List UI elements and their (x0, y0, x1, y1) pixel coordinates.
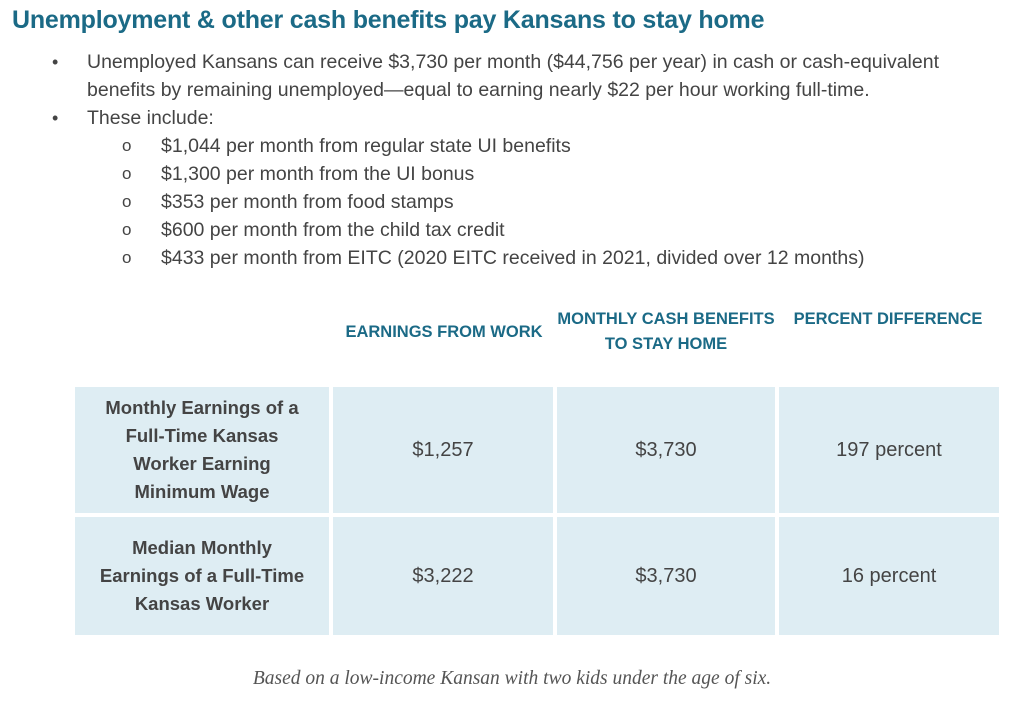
column-header-benefits: MONTHLY CASH BENEFITS TO STAY HOME (557, 310, 775, 353)
bullet-text: These include: (87, 107, 214, 129)
benefits-cell: $3,730 (557, 517, 775, 635)
sub-bullet-item: o $1,300 per month from the UI bonus (0, 160, 1024, 188)
row-label: Median Monthly Earnings of a Full-Time K… (99, 537, 305, 614)
column-header-difference: PERCENT DIFFERENCE (793, 310, 983, 328)
row-label-cell: Median Monthly Earnings of a Full-Time K… (75, 517, 329, 635)
difference-cell: 197 percent (779, 387, 999, 513)
bullet-item: • These include: (0, 104, 1024, 132)
sub-bullet-item: o $353 per month from food stamps (0, 188, 1024, 216)
earnings-cell: $1,257 (333, 387, 553, 513)
row-label: Monthly Earnings of a Full-Time Kansas W… (105, 397, 299, 502)
sub-bullet-text: $600 per month from the child tax credit (161, 219, 505, 241)
comparison-table: EARNINGS FROM WORK MONTHLY CASH BENEFITS… (75, 305, 999, 635)
benefits-cell: $3,730 (557, 387, 775, 513)
sub-bullet-item: o $600 per month from the child tax cred… (0, 216, 1024, 244)
page-title: Unemployment & other cash benefits pay K… (12, 6, 765, 34)
table-row: Monthly Earnings of a Full-Time Kansas W… (75, 387, 999, 513)
sub-bullet-text: $433 per month from EITC (2020 EITC rece… (161, 247, 865, 269)
sub-bullet-marker: o (122, 136, 132, 155)
sub-bullet-item: o $433 per month from EITC (2020 EITC re… (0, 244, 1024, 272)
footnote: Based on a low-income Kansan with two ki… (252, 668, 772, 689)
sub-bullet-marker: o (122, 248, 132, 267)
bullet-marker: • (52, 52, 59, 72)
bullet-text: Unemployed Kansans can receive $3,730 pe… (87, 51, 940, 101)
sub-bullet-marker: o (122, 192, 132, 211)
sub-bullet-marker: o (122, 164, 132, 183)
bullet-item: • Unemployed Kansans can receive $3,730 … (0, 48, 1024, 104)
table-row: Median Monthly Earnings of a Full-Time K… (75, 517, 999, 635)
sub-bullet-text: $353 per month from food stamps (161, 191, 454, 213)
sub-bullet-list: o $1,044 per month from regular state UI… (0, 132, 1024, 272)
sub-bullet-text: $1,300 per month from the UI bonus (161, 163, 475, 185)
row-label-cell: Monthly Earnings of a Full-Time Kansas W… (75, 387, 329, 513)
sub-bullet-item: o $1,044 per month from regular state UI… (0, 132, 1024, 160)
sub-bullet-marker: o (122, 220, 132, 239)
table-header: EARNINGS FROM WORK MONTHLY CASH BENEFITS… (75, 305, 999, 385)
sub-bullet-text: $1,044 per month from regular state UI b… (161, 135, 571, 157)
bullet-list: • Unemployed Kansans can receive $3,730 … (0, 48, 1024, 272)
column-header-earnings: EARNINGS FROM WORK (345, 323, 543, 341)
difference-cell: 16 percent (779, 517, 999, 635)
bullet-marker: • (52, 108, 59, 128)
earnings-cell: $3,222 (333, 517, 553, 635)
